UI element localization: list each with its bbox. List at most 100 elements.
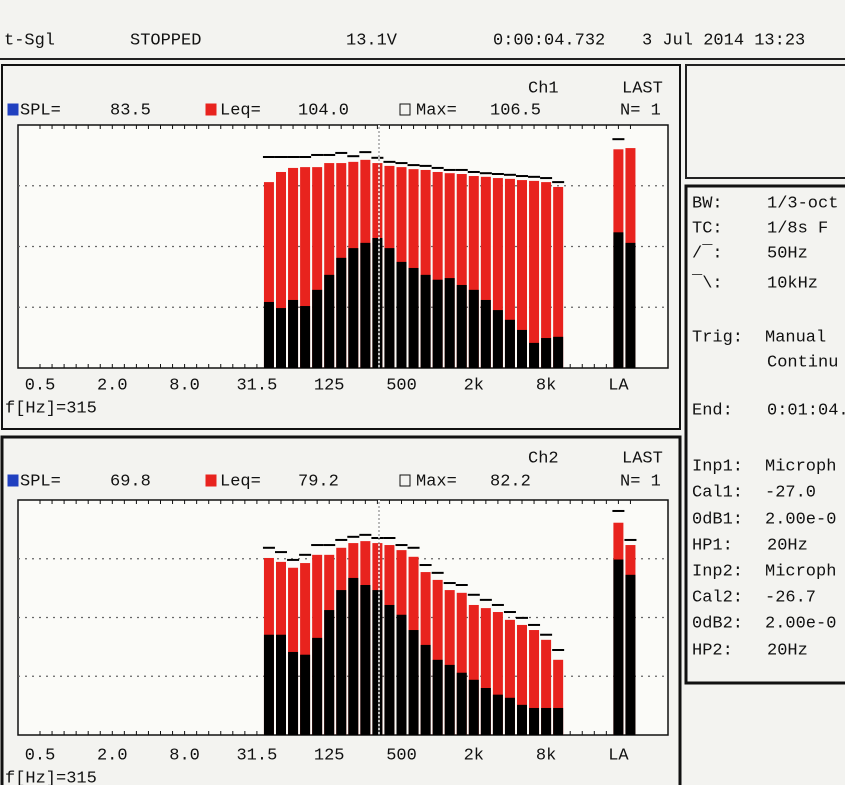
spl-bar xyxy=(276,308,286,368)
readout: 106.5 xyxy=(490,101,541,120)
setup-label: /¯: xyxy=(692,244,723,263)
x-tick-label: 0.5 xyxy=(25,746,56,765)
x-tick-label: 2.0 xyxy=(97,746,128,765)
spl-bar xyxy=(517,705,527,735)
readout: 69.8 xyxy=(110,472,151,491)
voltage: 13.1V xyxy=(346,31,398,50)
x-tick-label: 500 xyxy=(386,746,417,765)
spl-bar xyxy=(312,638,322,735)
spl-bar xyxy=(397,262,407,368)
spl-bar xyxy=(613,232,623,368)
setup-label: Cal2: xyxy=(692,588,743,607)
setup-value: 2.00e-0 xyxy=(765,510,836,529)
x-tick-label: 8.0 xyxy=(169,746,200,765)
spl-bar xyxy=(324,610,334,735)
setup-value: 2.00e-0 xyxy=(765,614,836,633)
spl-bar xyxy=(264,302,274,368)
spl-bar xyxy=(505,698,515,735)
legend-label: Leq= xyxy=(220,472,261,491)
spl-bar xyxy=(360,585,370,735)
spl-bar xyxy=(300,306,310,368)
spl-bar xyxy=(493,310,503,368)
setup-value: 10kHz xyxy=(767,274,818,293)
spl-bar xyxy=(397,615,407,735)
count: N= 1 xyxy=(620,101,661,120)
status: LAST xyxy=(622,79,663,98)
x-tick-label: 500 xyxy=(386,376,417,395)
setup-label: End: xyxy=(692,401,733,420)
channel: Ch1 xyxy=(528,79,559,98)
setup-label: TC: xyxy=(692,219,723,238)
setup-label: Trig: xyxy=(692,328,743,347)
setup-label: Cal1: xyxy=(692,483,743,502)
spl-bar xyxy=(288,652,298,735)
setup-value: -27.0 xyxy=(765,483,816,502)
spl-bar xyxy=(276,635,286,735)
setup-value: Continu xyxy=(767,353,838,372)
setup-value: 20Hz xyxy=(767,536,808,555)
date: 3 Jul 2014 13:23 xyxy=(642,31,805,50)
spl-bar xyxy=(336,590,346,735)
spl-bar xyxy=(360,243,370,368)
x-tick-label: 2k xyxy=(464,376,484,395)
spl-bar xyxy=(384,605,394,735)
x-tick-label: 2.0 xyxy=(97,376,128,395)
leq-bar xyxy=(529,181,539,368)
readout: 79.2 xyxy=(298,472,339,491)
setup-label: HP2: xyxy=(692,641,733,660)
spl-bar xyxy=(445,665,455,735)
spl-bar xyxy=(288,300,298,368)
spl-bar xyxy=(529,708,539,735)
x-tick-label: 125 xyxy=(314,746,345,765)
legend-swatch xyxy=(206,104,216,115)
x-tick-label: 31.5 xyxy=(236,746,277,765)
spl-bar xyxy=(433,660,443,735)
spl-bar xyxy=(493,695,503,735)
readout: 82.2 xyxy=(490,472,531,491)
spl-bar xyxy=(625,575,635,735)
x-tick-label: 8k xyxy=(536,746,556,765)
spl-bar xyxy=(553,337,563,368)
setup-label: Inp1: xyxy=(692,457,743,476)
spl-bar xyxy=(384,248,394,368)
spl-bar xyxy=(421,645,431,735)
cursor-readout: f[Hz]=315 xyxy=(5,769,97,785)
setup-value: Microph xyxy=(765,457,836,476)
spl-bar xyxy=(481,688,491,735)
setup-label: BW: xyxy=(692,194,723,213)
analyzer-screen: t-Sgl STOPPED 13.1V 0:00:04.732 3 Jul 20… xyxy=(0,0,845,785)
spl-bar xyxy=(457,285,467,368)
x-tick-label: LA xyxy=(608,746,629,765)
legend-label: Max= xyxy=(416,472,457,491)
count: N= 1 xyxy=(620,472,661,491)
spl-bar xyxy=(372,238,382,368)
spl-bar xyxy=(409,268,419,368)
setup-label: ¯\: xyxy=(691,274,723,293)
x-tick-label: 31.5 xyxy=(236,376,277,395)
setup-label: 0dB2: xyxy=(692,614,743,633)
spl-bar xyxy=(541,338,551,368)
spl-bar xyxy=(324,275,334,368)
x-tick-label: 8.0 xyxy=(169,376,200,395)
x-tick-label: 0.5 xyxy=(25,376,56,395)
mode: t-Sgl xyxy=(4,31,55,50)
legend-label: Max= xyxy=(416,101,457,120)
spl-bar xyxy=(625,243,635,368)
setup-value: Microph xyxy=(765,562,836,581)
spl-bar xyxy=(409,630,419,735)
legend-label: SPL= xyxy=(20,472,61,491)
elapsed: 0:00:04.732 xyxy=(493,31,605,50)
spl-bar xyxy=(372,590,382,735)
spl-bar xyxy=(613,560,623,735)
spl-bar xyxy=(457,673,467,735)
legend-swatch xyxy=(206,475,216,486)
spl-bar xyxy=(469,290,479,368)
status: LAST xyxy=(622,449,663,468)
setup-value: 0:01:04. xyxy=(767,401,845,420)
spl-bar xyxy=(264,635,274,735)
spl-bar xyxy=(517,330,527,368)
channel: Ch2 xyxy=(528,449,559,468)
setup-label: HP1: xyxy=(692,536,733,555)
readout: 83.5 xyxy=(110,101,151,120)
spl-bar xyxy=(541,708,551,735)
